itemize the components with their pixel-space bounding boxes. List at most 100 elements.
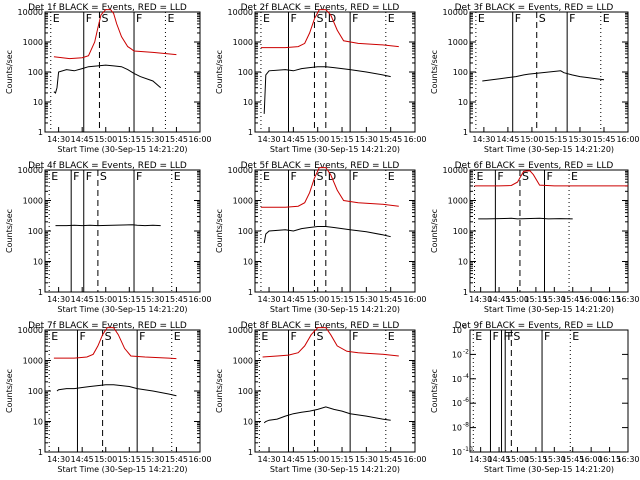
y-tick-label: 100 bbox=[238, 68, 253, 77]
y-tick-label: 1000 bbox=[233, 357, 253, 366]
x-axis-label: Start Time (30-Sep-15 14:21:20) bbox=[484, 145, 614, 154]
marker-label: F bbox=[73, 170, 79, 183]
x-tick-label: 15:45 bbox=[561, 295, 584, 304]
marker-label: E bbox=[263, 12, 270, 25]
x-tick-label: 15:30 bbox=[141, 295, 164, 304]
x-tick-label: 15:45 bbox=[165, 295, 188, 304]
panel-det-2: Det 2f BLACK = Events, RED = LLD 1 10 100 10… bbox=[215, 3, 427, 154]
y-tick-exponent: 0 bbox=[463, 324, 467, 331]
x-tick-label: 16:00 bbox=[403, 295, 426, 304]
x-tick-label: 15:45 bbox=[379, 295, 402, 304]
marker-label: E bbox=[51, 170, 58, 183]
x-tick-label: 16:15 bbox=[598, 455, 621, 464]
y-tick-exponent: -2 bbox=[463, 348, 469, 355]
x-tick-label: 15:45 bbox=[379, 455, 402, 464]
y-tick-label: 10 bbox=[452, 375, 462, 384]
y-tick-label: 10 bbox=[33, 418, 43, 427]
x-tick-label: 14:30 bbox=[469, 295, 492, 304]
x-axis-label: Start Time (30-Sep-15 14:21:20) bbox=[484, 465, 614, 474]
marker-label: E bbox=[167, 12, 174, 25]
marker-label: E bbox=[174, 170, 181, 183]
x-tick-label: 14:30 bbox=[258, 455, 281, 464]
x-tick-label: 14:45 bbox=[71, 135, 94, 144]
marker-label: F bbox=[492, 330, 498, 343]
panel-det-5: Det 5f BLACK = Events, RED = LLD 1 10 100 10… bbox=[215, 161, 427, 314]
x-tick-label: 16:00 bbox=[580, 295, 603, 304]
marker-label: E bbox=[572, 330, 579, 343]
x-axis-label: Start Time (30-Sep-15 14:21:20) bbox=[57, 305, 187, 314]
series-events bbox=[263, 66, 391, 114]
plot-frame bbox=[254, 11, 416, 133]
x-tick-label: 15:15 bbox=[544, 135, 567, 144]
plot-frame bbox=[44, 329, 201, 453]
y-tick-label: 100 bbox=[238, 227, 253, 236]
x-tick-label: 15:30 bbox=[355, 135, 378, 144]
x-tick-label: 15:30 bbox=[543, 295, 566, 304]
marker-label: S bbox=[101, 12, 108, 25]
x-tick-label: 15:00 bbox=[94, 295, 117, 304]
y-tick-exponent: -10 bbox=[463, 446, 473, 453]
marker-label: D bbox=[328, 170, 336, 183]
series-lld bbox=[262, 327, 399, 358]
y-tick-label: 100 bbox=[453, 227, 468, 236]
series-lld bbox=[260, 9, 399, 49]
x-tick-label: 14:30 bbox=[258, 295, 281, 304]
panel-title: Det 8f BLACK = Events, RED = LLD bbox=[241, 321, 400, 331]
y-tick-label: 1000 bbox=[233, 197, 253, 206]
y-tick-exponent: -4 bbox=[463, 373, 469, 380]
marker-label: F bbox=[352, 170, 358, 183]
marker-label: E bbox=[174, 330, 181, 343]
y-tick-label: 1000 bbox=[448, 197, 468, 206]
panel-det-8: Det 8f BLACK = Events, RED = LLD 1 10 100 10… bbox=[215, 321, 427, 474]
marker-label: F bbox=[504, 330, 510, 343]
y-tick-label: 10 bbox=[452, 424, 462, 433]
series-events bbox=[53, 64, 162, 94]
x-tick-label: 15:30 bbox=[355, 295, 378, 304]
x-tick-label: 16:30 bbox=[616, 455, 639, 464]
panel-det-1: Det 1f BLACK = Events, RED = LLD 1 10 100 10… bbox=[5, 3, 212, 154]
x-tick-label: 15:45 bbox=[561, 455, 584, 464]
marker-label: F bbox=[291, 12, 297, 25]
y-tick-label: 1 bbox=[248, 128, 253, 137]
x-tick-label: 15:00 bbox=[520, 135, 543, 144]
marker-label: F bbox=[515, 12, 521, 25]
x-axis-label: Start Time (30-Sep-15 14:21:20) bbox=[270, 465, 400, 474]
y-tick-label: 10000 bbox=[228, 8, 253, 17]
marker-label: F bbox=[352, 12, 358, 25]
marker-label: F bbox=[86, 12, 92, 25]
y-tick-exponent: -8 bbox=[463, 422, 469, 429]
x-tick-label: 15:30 bbox=[355, 455, 378, 464]
y-tick-label: 1 bbox=[248, 448, 253, 457]
panel-det-6: Det 6f BLACK = Events, RED = LLD 1 10 100 10… bbox=[430, 161, 640, 314]
marker-label: E bbox=[603, 12, 610, 25]
y-axis-label: Counts/sec bbox=[215, 369, 224, 413]
x-tick-label: 16:00 bbox=[188, 295, 211, 304]
y-tick-label: 10000 bbox=[18, 166, 43, 175]
x-tick-label: 15:15 bbox=[118, 135, 141, 144]
x-tick-label: 14:45 bbox=[488, 295, 511, 304]
y-tick-label: 10 bbox=[452, 448, 462, 457]
marker-label: E bbox=[261, 330, 268, 343]
x-tick-label: 16:00 bbox=[616, 135, 639, 144]
y-tick-label: 1000 bbox=[233, 38, 253, 47]
series-events bbox=[482, 70, 605, 82]
marker-label: S bbox=[316, 170, 323, 183]
x-axis-label: Start Time (30-Sep-15 14:21:20) bbox=[57, 145, 187, 154]
x-tick-label: 15:00 bbox=[306, 455, 329, 464]
panel-title: Det 1f BLACK = Events, RED = LLD bbox=[28, 3, 187, 13]
y-tick-label: 1 bbox=[38, 128, 43, 137]
series-events bbox=[263, 406, 391, 424]
x-tick-label: 14:45 bbox=[282, 295, 305, 304]
panel-title: Det 2f BLACK = Events, RED = LLD bbox=[241, 3, 400, 13]
y-tick-label: 10000 bbox=[443, 166, 468, 175]
series-lld bbox=[474, 170, 628, 187]
y-tick-label: 100 bbox=[28, 227, 43, 236]
x-tick-label: 14:30 bbox=[258, 135, 281, 144]
x-tick-label: 14:45 bbox=[282, 455, 305, 464]
marker-label: F bbox=[291, 330, 297, 343]
x-axis-label: Start Time (30-Sep-15 14:21:20) bbox=[270, 305, 400, 314]
marker-label: F bbox=[136, 12, 142, 25]
x-tick-label: 15:30 bbox=[568, 135, 591, 144]
x-tick-label: 15:00 bbox=[306, 135, 329, 144]
